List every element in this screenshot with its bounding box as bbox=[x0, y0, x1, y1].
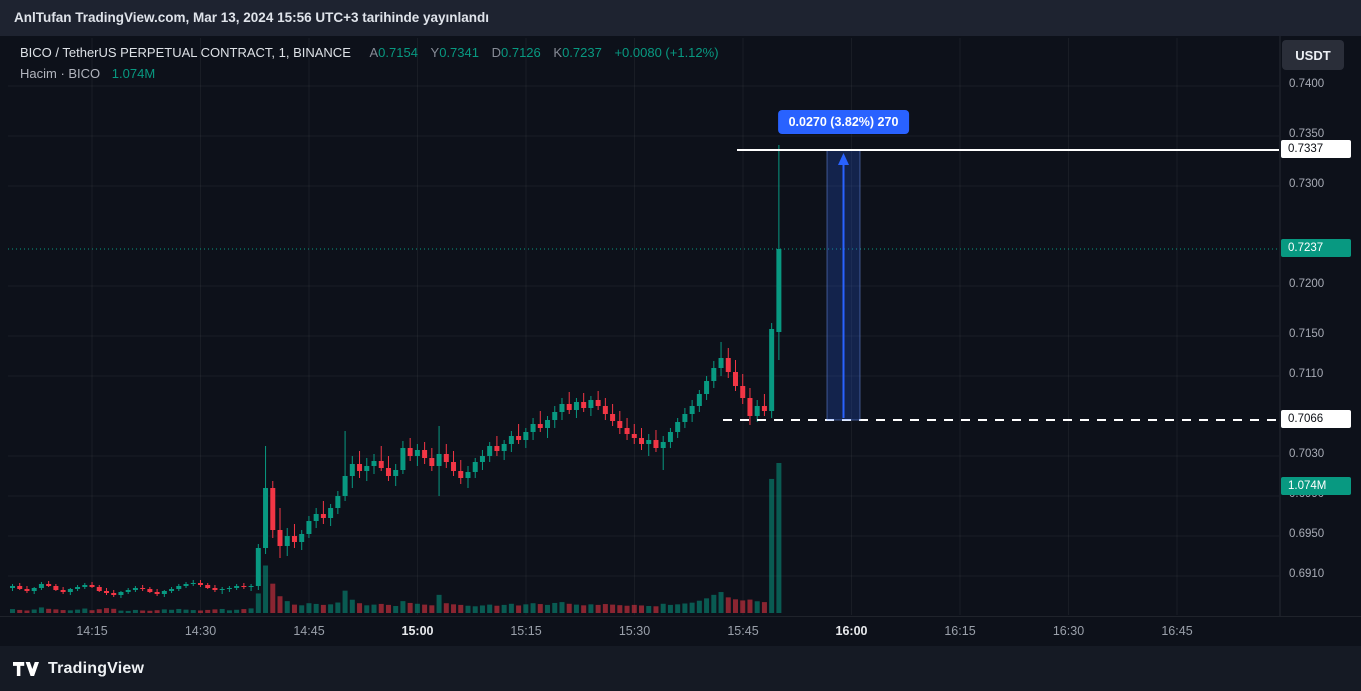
time-tick: 15:00 bbox=[401, 624, 434, 638]
measure-label[interactable]: 0.0270 (3.82%) 270 bbox=[777, 110, 910, 134]
tradingview-logo-icon[interactable] bbox=[13, 659, 39, 679]
price-axis[interactable]: 0.7400 0.7350 0.7300 0.7200 0.7150 0.7110 0.70… bbox=[1280, 36, 1361, 616]
tradingview-brand[interactable]: TradingView bbox=[48, 659, 145, 677]
close-value: 0.7237 bbox=[562, 45, 602, 60]
symbol-title[interactable]: BICO / TetherUS PERPETUAL CONTRACT, 1, B… bbox=[20, 45, 351, 60]
footer-bar: TradingView bbox=[0, 646, 1361, 691]
currency-toggle-button[interactable]: USDT bbox=[1282, 40, 1344, 70]
time-tick: 16:45 bbox=[1161, 624, 1193, 638]
volume-indicator-title[interactable]: Hacim · BICO bbox=[20, 66, 101, 81]
chart-legend: BICO / TetherUS PERPETUAL CONTRACT, 1, B… bbox=[20, 42, 719, 84]
price-chart[interactable] bbox=[0, 36, 1361, 616]
legend-symbol-row: BICO / TetherUS PERPETUAL CONTRACT, 1, B… bbox=[20, 42, 719, 63]
time-tick: 16:00 bbox=[835, 624, 868, 638]
time-tick: 14:45 bbox=[293, 624, 325, 638]
price-tick: 0.6950 bbox=[1289, 528, 1325, 540]
price-tick: 0.7200 bbox=[1289, 278, 1325, 290]
high-value: 0.7341 bbox=[439, 45, 479, 60]
last-price-label: 0.7237 bbox=[1281, 239, 1351, 257]
price-tick: 0.7350 bbox=[1289, 128, 1325, 140]
time-axis[interactable]: 14:15 14:30 14:45 15:00 15:15 15:30 15:45 16:00… bbox=[0, 616, 1361, 647]
chart-area: BICO / TetherUS PERPETUAL CONTRACT, 1, B… bbox=[0, 36, 1361, 616]
time-tick: 15:15 bbox=[510, 624, 542, 638]
price-tick: 0.7300 bbox=[1289, 178, 1325, 190]
open-label: A bbox=[369, 45, 379, 60]
time-tick: 15:45 bbox=[727, 624, 759, 638]
volume-indicator-value: 1.074M bbox=[111, 66, 156, 81]
price-tick: 0.7110 bbox=[1289, 368, 1324, 380]
low-value: 0.7126 bbox=[501, 45, 541, 60]
high-label: Y bbox=[430, 45, 440, 60]
time-tick: 14:30 bbox=[184, 624, 217, 638]
time-tick: 16:30 bbox=[1052, 624, 1085, 638]
change-value: +0.0080 (+1.12%) bbox=[614, 45, 719, 60]
publish-info-text: AnlTufan TradingView.com, Mar 13, 2024 1… bbox=[14, 10, 490, 25]
price-tick: 0.6910 bbox=[1289, 568, 1325, 580]
price-tick: 0.7400 bbox=[1289, 78, 1325, 90]
tool-top-price-label: 0.7337 bbox=[1281, 140, 1351, 158]
time-tick: 15:30 bbox=[618, 624, 651, 638]
tool-bottom-price-label: 0.7066 bbox=[1281, 410, 1351, 428]
legend-volume-row: Hacim · BICO 1.074M bbox=[20, 63, 719, 84]
price-tick: 0.7030 bbox=[1289, 448, 1325, 460]
time-tick: 16:15 bbox=[944, 624, 976, 638]
time-tick: 14:15 bbox=[76, 624, 108, 638]
close-label: K bbox=[553, 45, 563, 60]
price-chart-svg[interactable] bbox=[0, 36, 1361, 616]
volume-value-label: 1.074M bbox=[1281, 477, 1351, 495]
price-tick: 0.7150 bbox=[1289, 328, 1325, 340]
low-label: D bbox=[491, 45, 501, 60]
open-value: 0.7154 bbox=[378, 45, 418, 60]
publish-info-bar: AnlTufan TradingView.com, Mar 13, 2024 1… bbox=[0, 0, 1361, 36]
